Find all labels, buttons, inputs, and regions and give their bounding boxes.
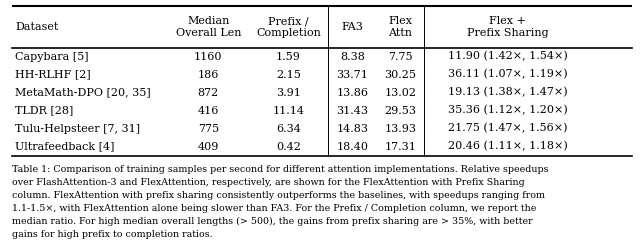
Text: 33.71: 33.71 bbox=[337, 70, 368, 80]
Text: median ratio. For high median overall lengths (> 500), the gains from prefix sha: median ratio. For high median overall le… bbox=[12, 217, 532, 226]
Text: 409: 409 bbox=[198, 142, 219, 152]
Text: 21.75 (1.47×, 1.56×): 21.75 (1.47×, 1.56×) bbox=[448, 123, 567, 134]
Text: 8.38: 8.38 bbox=[340, 52, 365, 62]
Text: 13.93: 13.93 bbox=[384, 124, 416, 134]
Text: 13.86: 13.86 bbox=[337, 88, 369, 98]
Text: 872: 872 bbox=[198, 88, 219, 98]
Text: 1.59: 1.59 bbox=[276, 52, 301, 62]
Text: TLDR [28]: TLDR [28] bbox=[15, 106, 74, 116]
Text: Median
Overall Len: Median Overall Len bbox=[175, 16, 241, 38]
Text: 31.43: 31.43 bbox=[337, 106, 369, 116]
Text: 35.36 (1.12×, 1.20×): 35.36 (1.12×, 1.20×) bbox=[447, 105, 568, 116]
Text: gains for high prefix to completion ratios.: gains for high prefix to completion rati… bbox=[12, 230, 212, 239]
Text: 416: 416 bbox=[198, 106, 219, 116]
Text: 775: 775 bbox=[198, 124, 219, 134]
Text: Dataset: Dataset bbox=[15, 22, 59, 32]
Text: 20.46 (1.11×, 1.18×): 20.46 (1.11×, 1.18×) bbox=[447, 141, 568, 152]
Text: MetaMath-DPO [20, 35]: MetaMath-DPO [20, 35] bbox=[15, 88, 151, 98]
Text: Ultrafeedback [4]: Ultrafeedback [4] bbox=[15, 142, 115, 152]
Text: 13.02: 13.02 bbox=[384, 88, 416, 98]
Text: 11.90 (1.42×, 1.54×): 11.90 (1.42×, 1.54×) bbox=[447, 51, 568, 62]
Text: 30.25: 30.25 bbox=[384, 70, 416, 80]
Text: 186: 186 bbox=[198, 70, 219, 80]
Text: Tulu-Helpsteer [7, 31]: Tulu-Helpsteer [7, 31] bbox=[15, 124, 141, 134]
Text: Prefix /
Completion: Prefix / Completion bbox=[256, 16, 321, 38]
Text: 0.42: 0.42 bbox=[276, 142, 301, 152]
Text: column. FlexAttention with prefix sharing consistently outperforms the baselines: column. FlexAttention with prefix sharin… bbox=[12, 191, 545, 200]
Text: 1.1-1.5×, with FlexAttention alone being slower than FA3. For the Prefix / Compl: 1.1-1.5×, with FlexAttention alone being… bbox=[12, 204, 536, 213]
Text: 3.91: 3.91 bbox=[276, 88, 301, 98]
Text: 14.83: 14.83 bbox=[337, 124, 369, 134]
Text: 19.13 (1.38×, 1.47×): 19.13 (1.38×, 1.47×) bbox=[448, 87, 567, 98]
Text: 1160: 1160 bbox=[194, 52, 223, 62]
Text: 11.14: 11.14 bbox=[273, 106, 305, 116]
Text: 7.75: 7.75 bbox=[388, 52, 413, 62]
Text: 17.31: 17.31 bbox=[385, 142, 416, 152]
Text: 18.40: 18.40 bbox=[337, 142, 369, 152]
Text: over FlashAttention-3 and FlexAttention, respectively, are shown for the FlexAtt: over FlashAttention-3 and FlexAttention,… bbox=[12, 178, 524, 187]
Text: 6.34: 6.34 bbox=[276, 124, 301, 134]
Text: HH-RLHF [2]: HH-RLHF [2] bbox=[15, 70, 91, 80]
Text: Flex
Attn: Flex Attn bbox=[388, 16, 412, 38]
Text: 2.15: 2.15 bbox=[276, 70, 301, 80]
Text: Capybara [5]: Capybara [5] bbox=[15, 52, 89, 62]
Text: 36.11 (1.07×, 1.19×): 36.11 (1.07×, 1.19×) bbox=[448, 69, 567, 80]
Text: 29.53: 29.53 bbox=[384, 106, 416, 116]
Text: FA3: FA3 bbox=[341, 22, 364, 32]
Text: Table 1: Comparison of training samples per second for different attention imple: Table 1: Comparison of training samples … bbox=[12, 165, 548, 174]
Text: Flex +
Prefix Sharing: Flex + Prefix Sharing bbox=[467, 16, 548, 38]
